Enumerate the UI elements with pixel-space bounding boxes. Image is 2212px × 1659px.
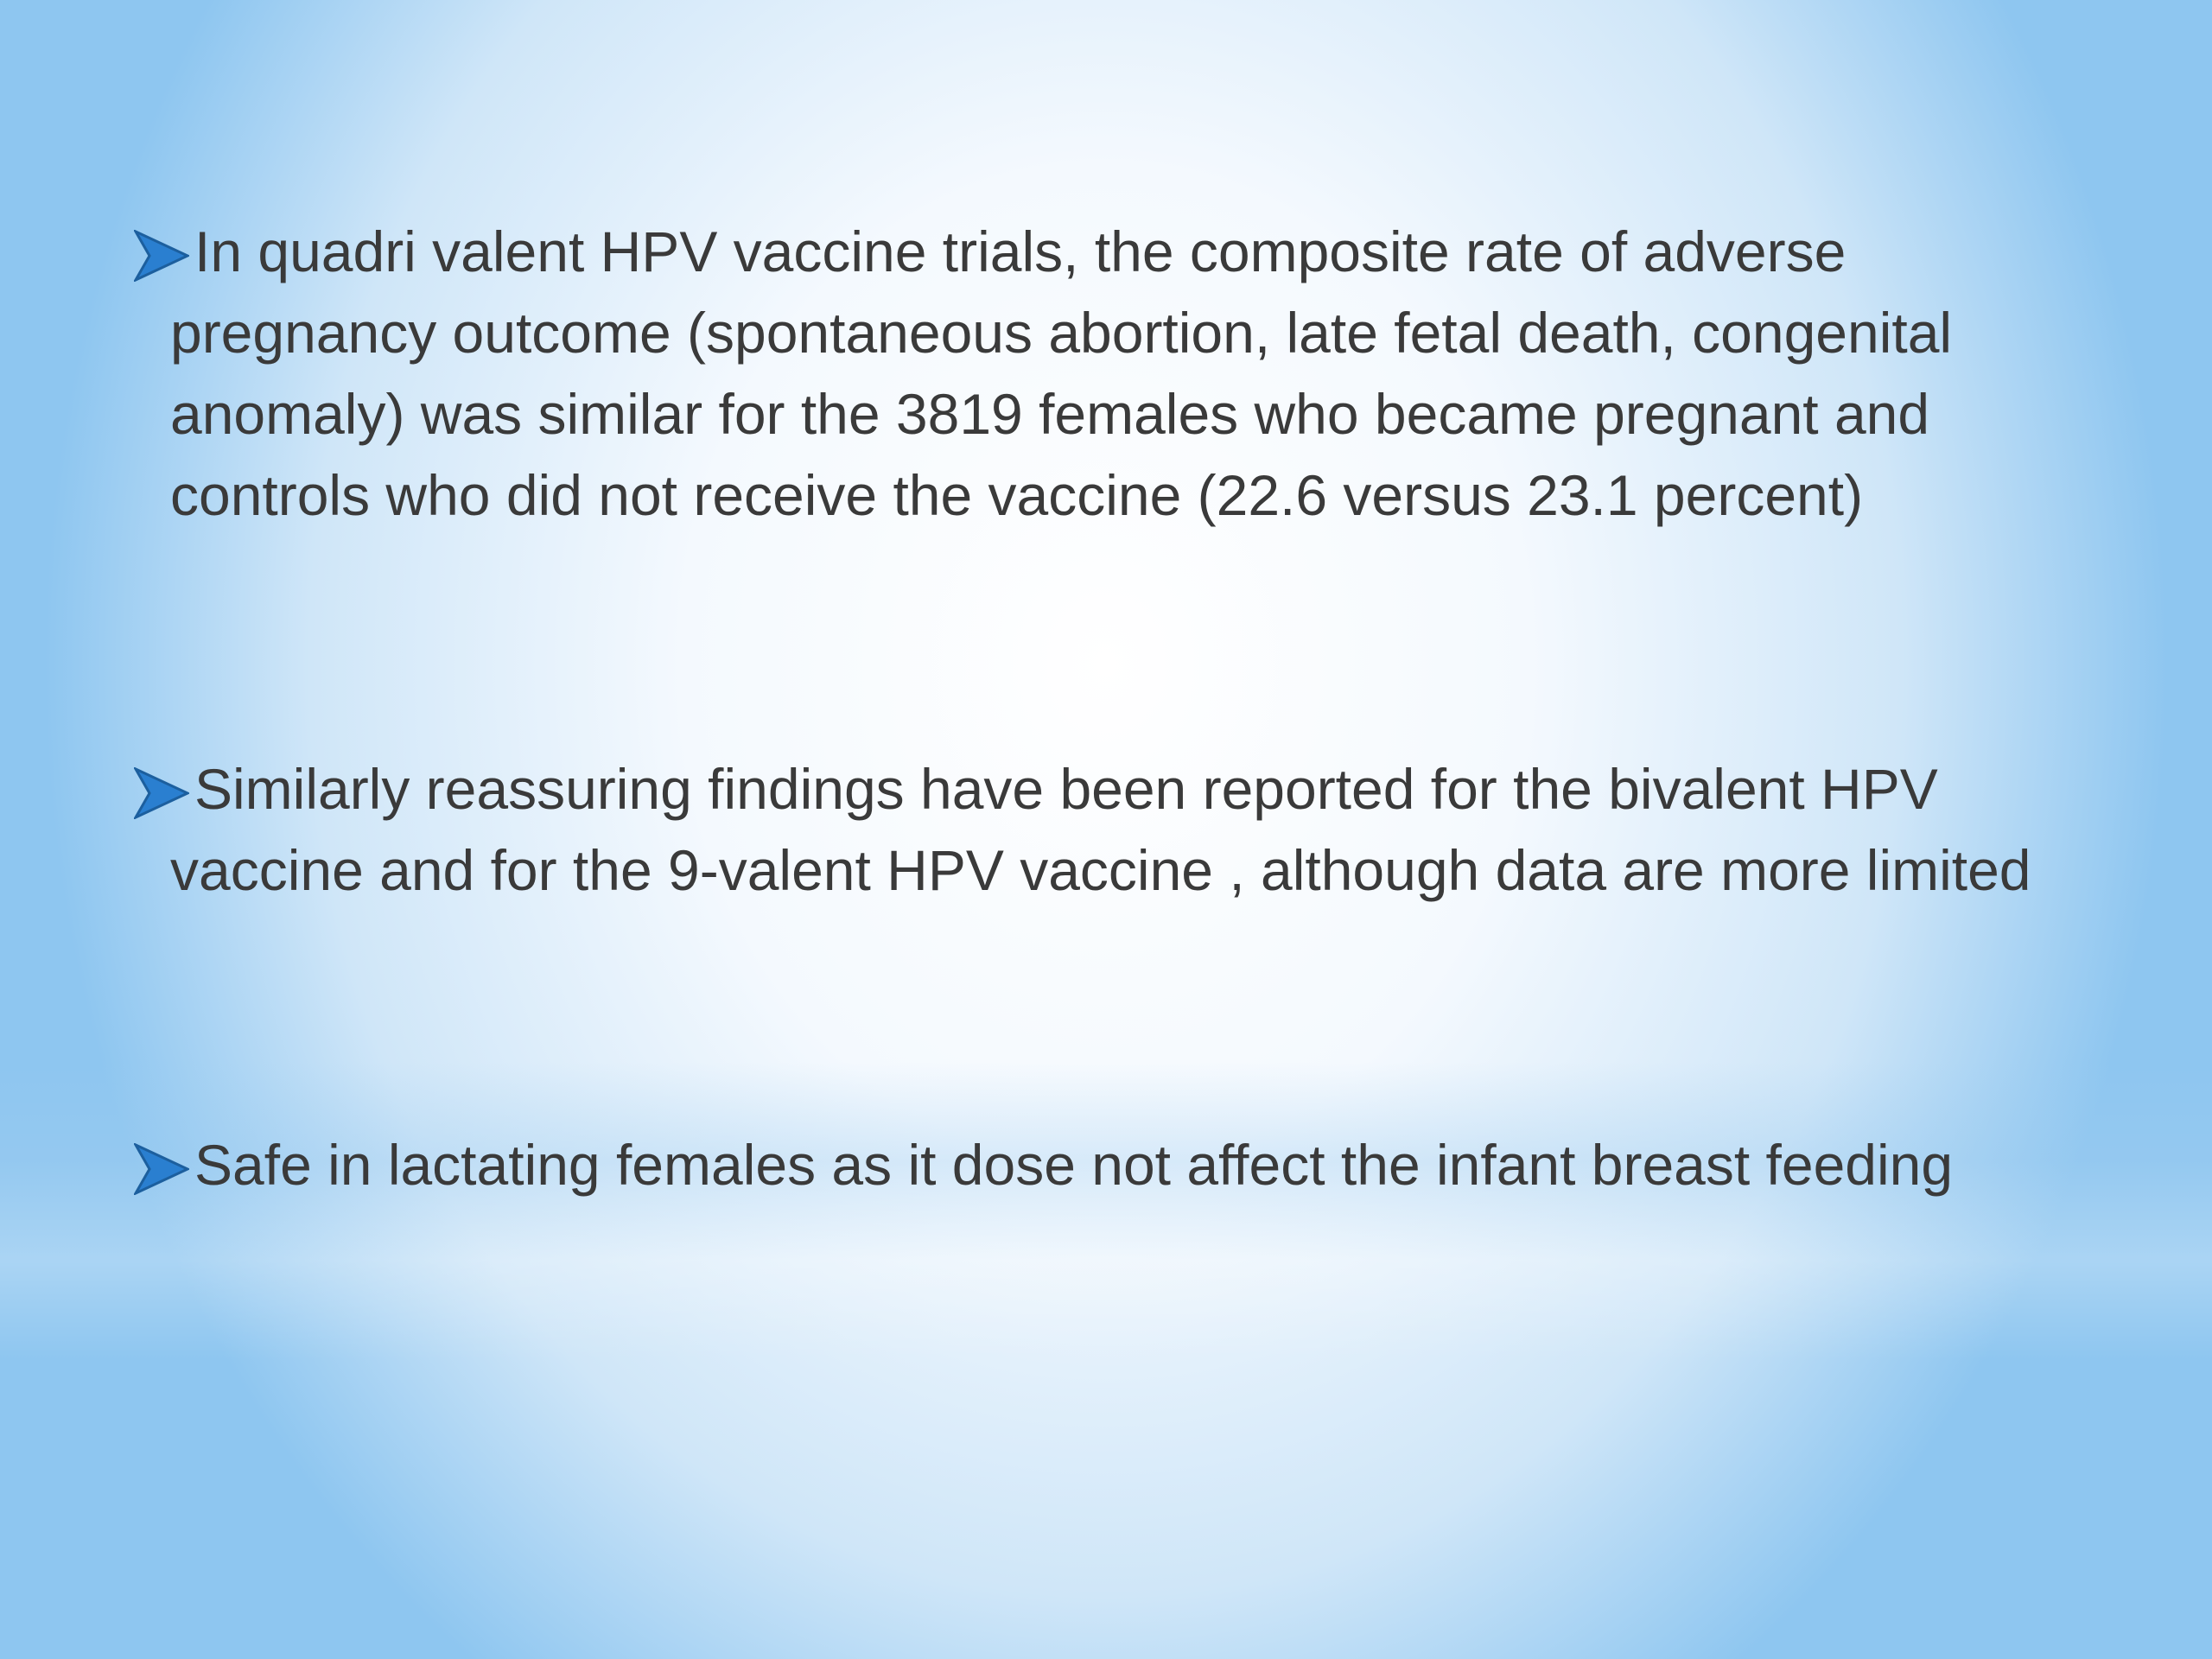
bullet-item: In quadri valent HPV vaccine trials, the… — [134, 211, 2052, 536]
arrow-bullet — [134, 1143, 189, 1195]
bullet-text: In quadri valent HPV vaccine trials, the… — [170, 219, 1953, 527]
bullet-item: Safe in lactating females as it dose not… — [134, 1124, 2052, 1205]
bullet-text: Safe in lactating females as it dose not… — [194, 1133, 1954, 1197]
arrow-bullet — [134, 767, 189, 819]
bullet-text: Similarly reassuring findings have been … — [170, 757, 2031, 902]
bullet-item: Similarly reassuring findings have been … — [134, 748, 2052, 911]
arrow-bullet — [134, 230, 189, 282]
